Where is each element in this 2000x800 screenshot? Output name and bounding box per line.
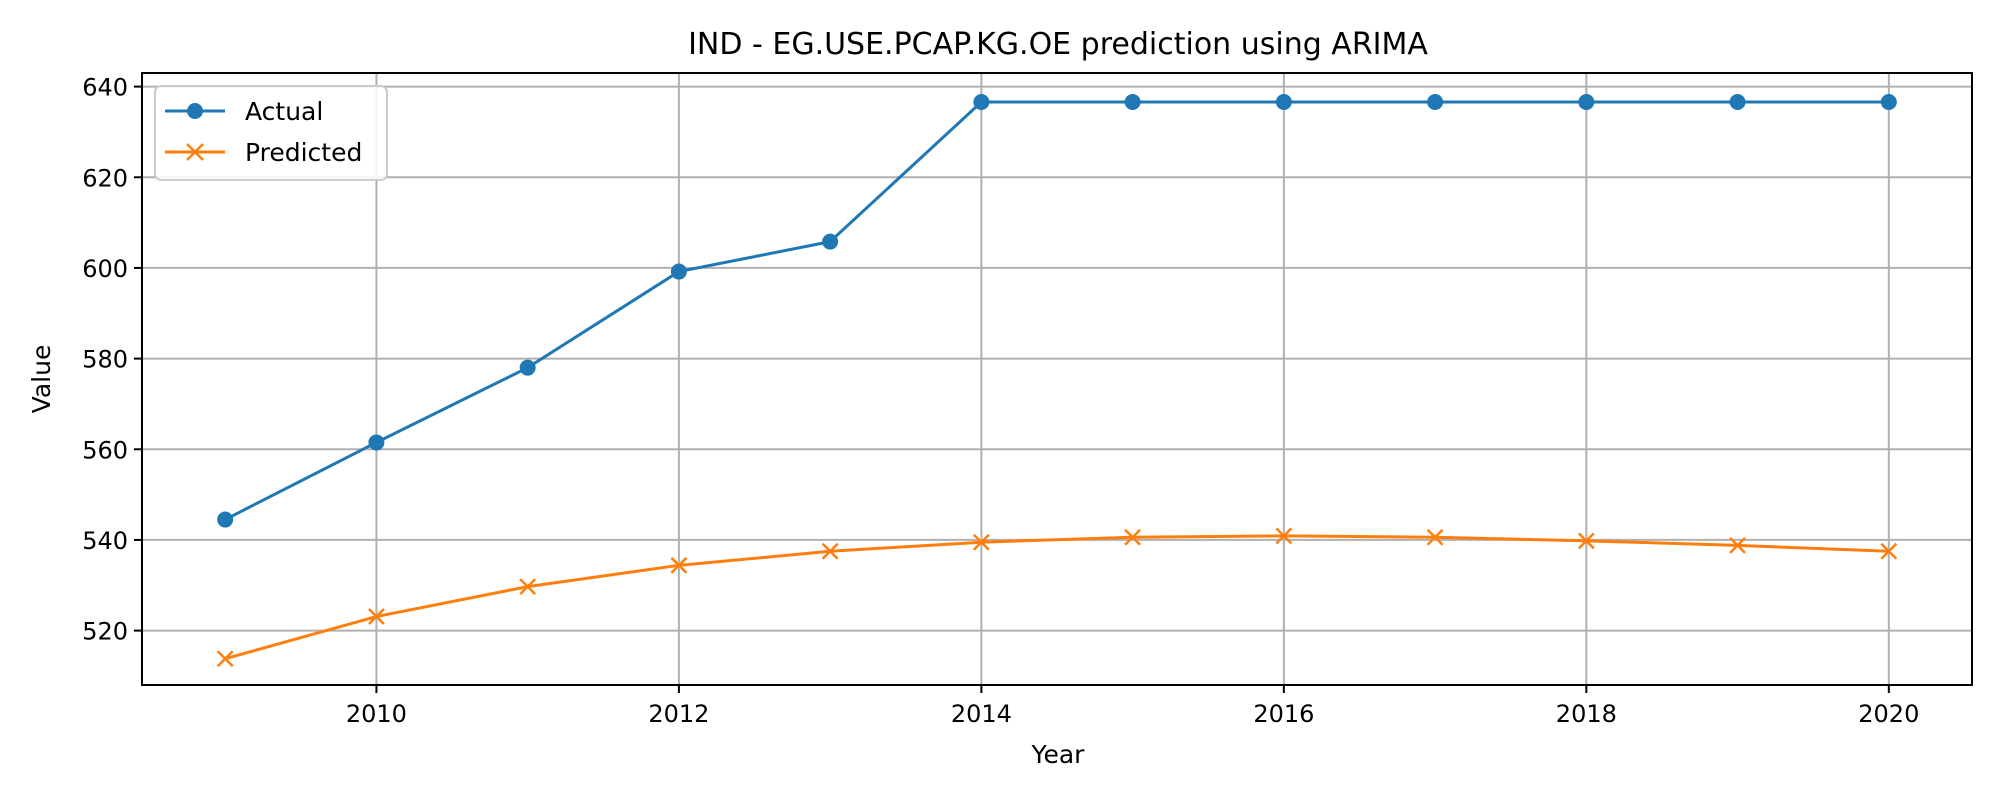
data-point-predicted xyxy=(821,542,839,560)
y-tick-label: 580 xyxy=(82,346,128,374)
legend-predicted-label: Predicted xyxy=(245,138,362,167)
y-tick-label: 560 xyxy=(82,436,128,464)
data-point-actual xyxy=(368,434,385,451)
x-tick-label: 2010 xyxy=(346,700,407,728)
data-point-actual xyxy=(973,94,990,111)
y-axis: 520 540 560 580 600 620 640 xyxy=(82,74,142,646)
data-point-actual xyxy=(1729,94,1746,111)
y-axis-label: Value xyxy=(27,345,56,414)
x-tick-label: 2018 xyxy=(1556,700,1617,728)
data-point-predicted xyxy=(519,578,537,596)
y-tick-label: 600 xyxy=(82,255,128,283)
data-point-predicted xyxy=(216,650,234,668)
y-tick-label: 640 xyxy=(82,74,128,102)
x-tick-label: 2014 xyxy=(951,700,1012,728)
data-point-predicted xyxy=(1880,542,1898,560)
y-tick-label: 620 xyxy=(82,164,128,192)
data-point-actual xyxy=(1427,94,1444,111)
data-point-actual xyxy=(1124,94,1141,111)
y-tick-label: 540 xyxy=(82,527,128,555)
legend-actual-marker xyxy=(187,103,203,119)
data-point-predicted xyxy=(1729,536,1746,554)
data-point-actual xyxy=(822,233,839,250)
legend-predicted-marker xyxy=(186,143,204,161)
x-tick-label: 2016 xyxy=(1253,700,1314,728)
data-point-actual xyxy=(1275,94,1292,111)
data-point-actual xyxy=(519,359,536,376)
data-point-actual xyxy=(1880,94,1897,111)
chart-title: IND - EG.USE.PCAP.KG.OE prediction using… xyxy=(688,27,1428,62)
data-point-predicted xyxy=(972,533,990,551)
data-point-predicted xyxy=(1275,527,1293,545)
plot-frame xyxy=(141,72,1973,686)
data-point-predicted xyxy=(1426,528,1444,546)
x-tick-label: 2012 xyxy=(648,700,709,728)
data-point-predicted xyxy=(1124,528,1142,546)
series-line-actual xyxy=(224,100,1889,521)
series-line-predicted xyxy=(224,534,1889,661)
legend-actual-label: Actual xyxy=(245,97,323,126)
data-point-predicted xyxy=(670,556,688,574)
grid xyxy=(142,73,1972,685)
x-axis: 2010 2012 2014 2016 2018 2020 xyxy=(346,685,1919,728)
data-point-actual xyxy=(217,511,234,528)
x-tick-label: 2020 xyxy=(1858,700,1919,728)
legend: Actual Predicted xyxy=(154,85,388,181)
data-point-predicted xyxy=(368,608,385,625)
x-axis-label: Year xyxy=(1031,740,1086,769)
y-tick-label: 520 xyxy=(82,618,128,646)
data-point-predicted xyxy=(1577,532,1595,550)
data-point-actual xyxy=(1578,94,1595,111)
series-layer xyxy=(216,94,1898,668)
data-point-actual xyxy=(670,263,687,280)
